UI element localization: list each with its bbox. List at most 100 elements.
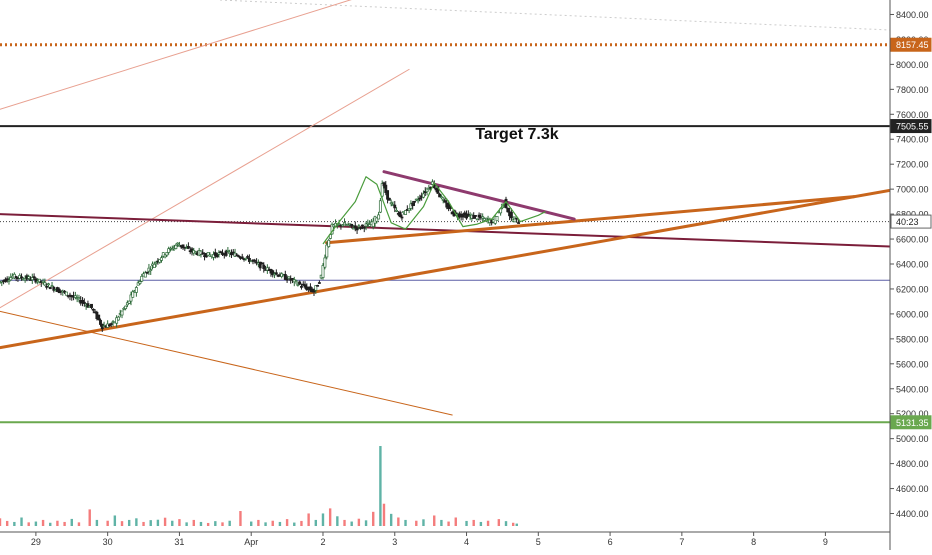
candle-body bbox=[323, 257, 327, 268]
candle-body bbox=[375, 217, 379, 222]
candle-body bbox=[5, 278, 9, 281]
candle-body bbox=[212, 254, 215, 258]
candle-body bbox=[300, 286, 303, 288]
candle-body bbox=[378, 200, 382, 213]
candle-body bbox=[45, 285, 49, 288]
candle-body bbox=[32, 276, 36, 278]
volume-bar bbox=[382, 503, 386, 526]
candle-body bbox=[253, 260, 257, 262]
candle-body bbox=[169, 247, 172, 250]
candle-body bbox=[52, 286, 56, 291]
trendline bbox=[0, 0, 352, 110]
candle-body bbox=[246, 256, 250, 258]
volume-bar bbox=[20, 517, 23, 526]
candle-body bbox=[145, 271, 149, 274]
candle-body bbox=[427, 188, 431, 191]
price-label-tag bbox=[890, 37, 932, 52]
trendline bbox=[0, 188, 892, 350]
candle-body bbox=[127, 300, 131, 304]
trendline bbox=[0, 213, 891, 248]
candle-body bbox=[134, 287, 138, 293]
trendline bbox=[0, 68, 410, 309]
price-axis-panel bbox=[890, 0, 932, 550]
candle-body bbox=[34, 278, 38, 283]
price-label-tag bbox=[890, 119, 932, 134]
x-tick-label: 31 bbox=[174, 537, 184, 547]
volume-bar bbox=[264, 522, 267, 526]
candle-body bbox=[201, 252, 205, 255]
volume-bar bbox=[350, 521, 353, 526]
volume-bar bbox=[239, 511, 242, 526]
volume-bar bbox=[228, 520, 231, 526]
price-label-text: 40:23 bbox=[896, 217, 919, 227]
candle-body bbox=[109, 323, 113, 325]
candle-body bbox=[140, 276, 144, 282]
candle-body bbox=[350, 223, 354, 227]
candle-body bbox=[327, 239, 331, 247]
volume-bar bbox=[328, 508, 332, 526]
candle-body bbox=[484, 217, 488, 220]
candle-body bbox=[129, 294, 133, 302]
candle-body bbox=[115, 317, 119, 324]
volume-bar bbox=[113, 515, 117, 526]
volume-bar bbox=[56, 520, 59, 526]
x-tick-label: 2 bbox=[320, 537, 325, 547]
candle-body bbox=[364, 223, 368, 227]
candle-body bbox=[260, 262, 264, 265]
volume-bar bbox=[357, 518, 361, 526]
candle-body bbox=[186, 246, 190, 249]
volume-bar bbox=[293, 522, 296, 526]
volume-bar bbox=[300, 520, 303, 526]
candle-body bbox=[321, 265, 325, 278]
candle-body bbox=[20, 276, 23, 279]
candle-body bbox=[387, 197, 391, 201]
candle-body bbox=[362, 226, 366, 229]
y-tick-label: 7800.00 bbox=[896, 85, 929, 95]
volume-bar bbox=[77, 522, 81, 526]
y-tick-label: 7400.00 bbox=[896, 135, 929, 145]
candle-body bbox=[439, 196, 443, 199]
x-tick-label: 3 bbox=[392, 537, 397, 547]
candle-body bbox=[380, 183, 384, 197]
candle-body bbox=[152, 263, 156, 268]
candle-body bbox=[50, 285, 54, 287]
candle-body bbox=[167, 248, 171, 253]
y-tick-label: 5600.00 bbox=[896, 359, 929, 369]
volume-bar bbox=[515, 523, 518, 526]
volume-bar bbox=[171, 520, 174, 526]
candle-body bbox=[86, 303, 90, 308]
volume-bar bbox=[285, 519, 289, 526]
candle-body bbox=[466, 213, 470, 217]
candle-body bbox=[240, 256, 244, 259]
candle-body bbox=[285, 277, 289, 281]
candle-body bbox=[341, 224, 345, 227]
candle-body bbox=[125, 302, 129, 306]
candle-body bbox=[361, 224, 364, 227]
candle-body bbox=[291, 278, 294, 281]
volume-bar bbox=[314, 519, 318, 526]
volume-bar bbox=[156, 519, 160, 526]
volume-bar bbox=[321, 513, 325, 526]
volume-bar bbox=[343, 519, 346, 526]
candle-body bbox=[235, 254, 239, 257]
volume-bar bbox=[511, 522, 515, 526]
candle-body bbox=[262, 264, 266, 269]
x-tick-label: 8 bbox=[751, 537, 756, 547]
volume-bar bbox=[454, 517, 457, 526]
price-label-text: 8157.45 bbox=[896, 40, 929, 50]
x-tick-label: 7 bbox=[679, 537, 684, 547]
candle-body bbox=[506, 207, 510, 213]
candle-body bbox=[181, 244, 185, 249]
candle-body bbox=[447, 203, 451, 210]
candle-body bbox=[413, 200, 416, 203]
candle-body bbox=[30, 277, 34, 281]
volume-bar bbox=[199, 521, 203, 526]
candle-body bbox=[265, 267, 269, 271]
candle-body bbox=[461, 214, 465, 218]
candle-body bbox=[377, 214, 381, 220]
y-tick-label: 7000.00 bbox=[896, 185, 929, 195]
volume-bar bbox=[49, 522, 52, 526]
y-tick-label: 6000.00 bbox=[896, 309, 929, 319]
volume-bar bbox=[120, 521, 124, 526]
